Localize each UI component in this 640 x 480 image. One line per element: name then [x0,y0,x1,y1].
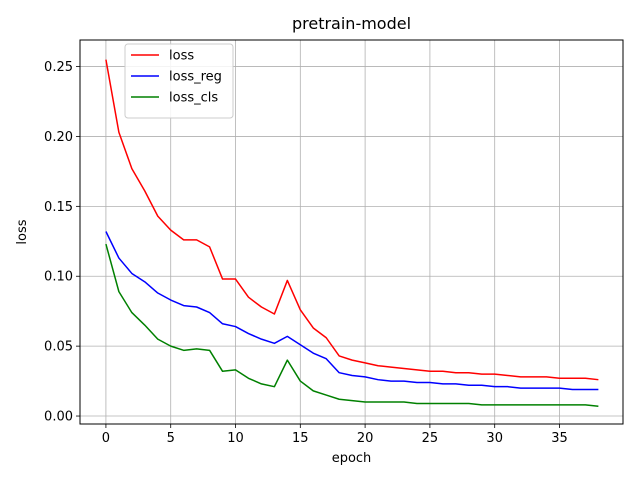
plot-frame [79,39,624,425]
x-tick-label: 15 [292,431,309,446]
y-tick-label: 0.25 [44,60,73,75]
series-line-loss-reg [105,231,599,391]
legend-label: loss_reg [169,70,222,85]
legend-box [124,43,234,119]
chart-title: pretrain-model [292,14,411,33]
x-tick-label: 20 [357,431,374,446]
x-tick-label: 30 [486,431,503,446]
x-tick-label: 0 [102,431,110,446]
series-layer [105,59,599,407]
x-tick-label: 5 [167,431,175,446]
legend-label: loss [169,49,194,64]
tick-layer: 0 5 10 15 20 25 30 35 0.00 0.05 0.10 0.15 0.20 0.25 [44,60,568,446]
y-tick-label: 0.10 [44,270,73,285]
x-tick-label: 25 [422,431,439,446]
series-line-loss-cls [105,243,599,407]
legend: loss loss_reg loss_cls [124,43,234,119]
y-tick-label: 0.20 [44,130,73,145]
x-tick-label: 10 [227,431,244,446]
grid-layer [80,40,623,424]
series-line-loss [105,59,599,381]
y-tick-label: 0.00 [44,410,73,425]
x-axis-label: epoch [332,451,372,466]
y-axis-label: loss [15,219,30,244]
y-tick-label: 0.05 [44,340,73,355]
y-tick-label: 0.15 [44,200,73,215]
x-tick-label: 35 [551,431,568,446]
legend-label: loss_cls [169,91,218,106]
